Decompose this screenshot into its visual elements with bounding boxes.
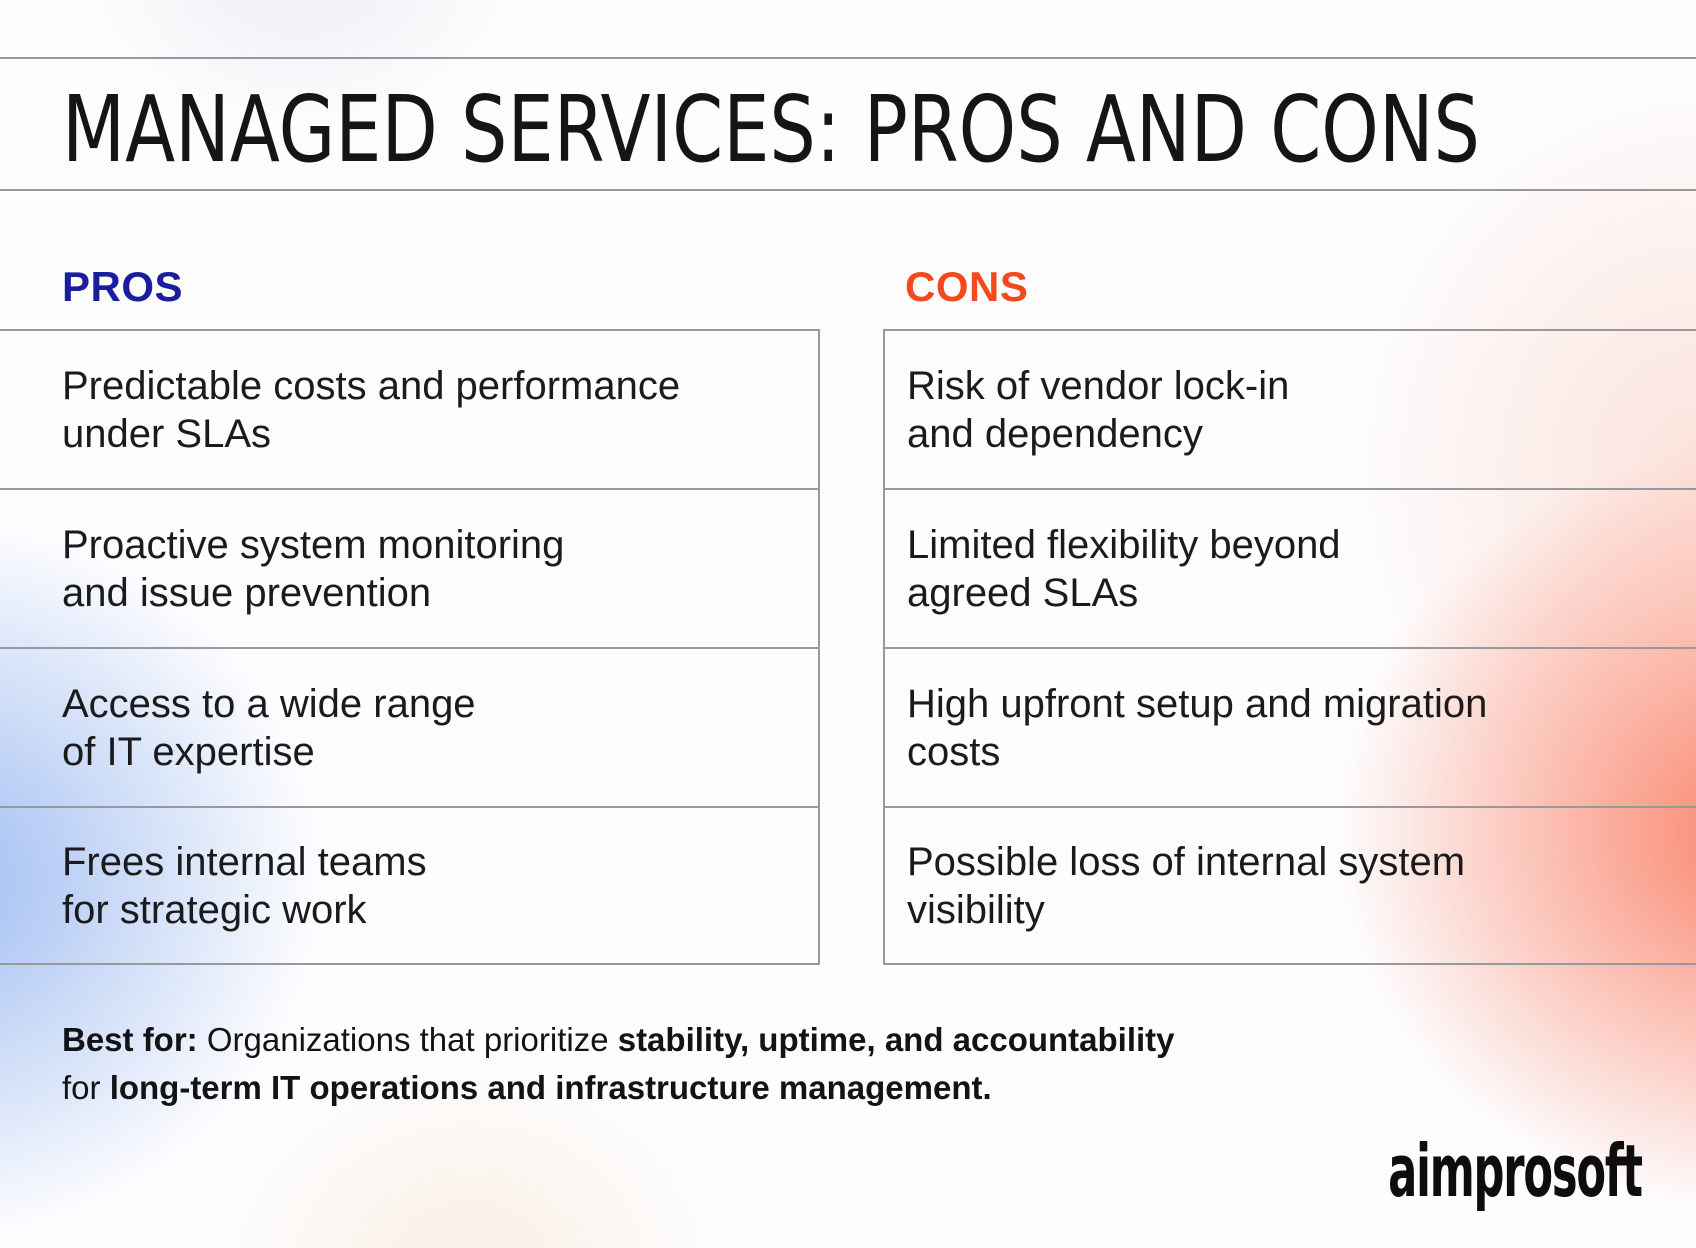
top-divider-line (0, 57, 1696, 59)
best-for-label: Best for: (62, 1021, 198, 1058)
page-title: MANAGED SERVICES: PROS AND CONS (62, 76, 1480, 183)
cons-item-text: Possible loss of internal system visibil… (907, 839, 1466, 932)
pros-item-text: Frees internal teams for strategic work (62, 839, 427, 932)
best-for-text: Organizations that prioritize (197, 1021, 618, 1058)
pros-row: Predictable costs and performance under … (0, 329, 818, 488)
cons-row: High upfront setup and migration costs (885, 647, 1696, 806)
pros-row: Frees internal teams for strategic work (0, 806, 818, 965)
pros-row: Access to a wide range of IT expertise (0, 647, 818, 806)
pros-item-text: Predictable costs and performance under … (62, 363, 681, 456)
best-for-text: for (62, 1069, 110, 1106)
pros-item-text: Proactive system monitoring and issue pr… (62, 522, 565, 615)
cons-item-text: Risk of vendor lock-in and dependency (907, 363, 1290, 456)
cons-heading: CONS (905, 263, 1029, 310)
pros-heading: PROS (62, 263, 184, 310)
cons-table: Risk of vendor lock-in and dependency Li… (883, 329, 1696, 965)
cons-row: Possible loss of internal system visibil… (885, 806, 1696, 965)
best-for-bold-text: stability, uptime, and accountability (617, 1021, 1175, 1058)
pros-table: Predictable costs and performance under … (0, 329, 820, 965)
best-for-note: Best for: Organizations that prioritize … (62, 1016, 1175, 1112)
cons-item-text: Limited flexibility beyond agreed SLAs (907, 522, 1341, 615)
aimprosoft-logo: aimprosoft (1388, 1129, 1643, 1213)
pros-row: Proactive system monitoring and issue pr… (0, 488, 818, 647)
cons-row: Limited flexibility beyond agreed SLAs (885, 488, 1696, 647)
best-for-bold-text: long-term IT operations and infrastructu… (109, 1069, 992, 1106)
pros-item-text: Access to a wide range of IT expertise (62, 681, 476, 774)
title-divider-line (0, 189, 1696, 191)
cons-item-text: High upfront setup and migration costs (907, 681, 1488, 774)
cons-row: Risk of vendor lock-in and dependency (885, 329, 1696, 488)
